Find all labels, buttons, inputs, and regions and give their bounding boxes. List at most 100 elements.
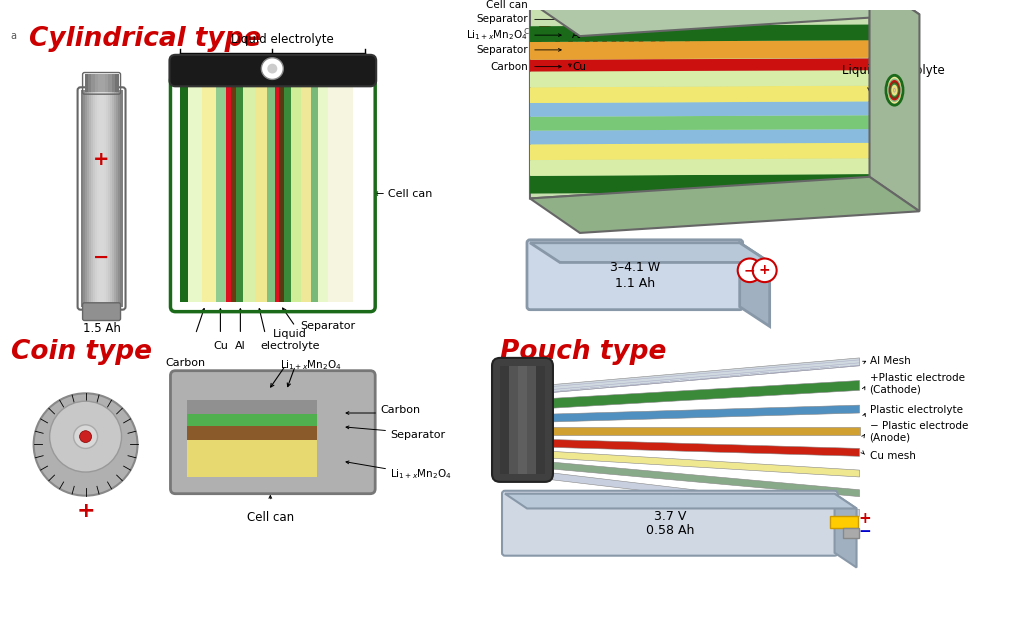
Ellipse shape xyxy=(888,78,901,102)
Circle shape xyxy=(267,64,278,73)
Text: Al Mesh: Al Mesh xyxy=(869,356,910,366)
FancyBboxPatch shape xyxy=(527,240,742,309)
Bar xyxy=(311,85,318,302)
Text: Li$_{1+x}$Mn$_2$O$_4$: Li$_{1+x}$Mn$_2$O$_4$ xyxy=(281,358,342,372)
Text: +: + xyxy=(76,501,95,521)
Circle shape xyxy=(737,259,762,282)
Text: Carbon: Carbon xyxy=(166,358,206,368)
Bar xyxy=(97,91,100,307)
Ellipse shape xyxy=(894,89,895,92)
Text: Carbon: Carbon xyxy=(380,405,420,415)
Text: Separator: Separator xyxy=(390,429,445,440)
Ellipse shape xyxy=(887,77,902,103)
Bar xyxy=(187,414,317,426)
Ellipse shape xyxy=(890,82,899,99)
Polygon shape xyxy=(520,449,859,477)
Bar xyxy=(226,85,231,302)
Text: − Plastic electrode
(Anode): − Plastic electrode (Anode) xyxy=(869,421,968,442)
Bar xyxy=(237,85,244,302)
Text: −: − xyxy=(858,524,870,539)
Text: ← Cell can: ← Cell can xyxy=(375,189,432,198)
Ellipse shape xyxy=(893,88,896,92)
Bar xyxy=(105,91,109,307)
Text: Li$_{1+x}$Mn$_2$O$_4$: Li$_{1+x}$Mn$_2$O$_4$ xyxy=(466,28,528,42)
Bar xyxy=(527,366,536,474)
Text: Cell can: Cell can xyxy=(486,0,528,10)
Polygon shape xyxy=(530,116,869,130)
Ellipse shape xyxy=(889,80,900,100)
Text: 3–4.1 W: 3–4.1 W xyxy=(609,261,659,274)
Bar xyxy=(91,91,93,307)
Ellipse shape xyxy=(891,85,898,96)
Text: Separator: Separator xyxy=(300,322,355,331)
Text: a: a xyxy=(10,31,16,41)
Text: c: c xyxy=(524,26,529,37)
Text: Liquid electrolyte: Liquid electrolyte xyxy=(231,33,334,46)
Circle shape xyxy=(80,431,91,442)
Text: Pouch type: Pouch type xyxy=(500,339,667,365)
Bar xyxy=(216,85,226,302)
Bar xyxy=(81,91,83,307)
Text: Coin type: Coin type xyxy=(10,339,152,365)
Polygon shape xyxy=(520,438,859,456)
Text: Prismatic type: Prismatic type xyxy=(535,26,750,52)
Text: +: + xyxy=(759,263,770,277)
Polygon shape xyxy=(530,70,869,87)
Bar xyxy=(95,91,98,307)
Bar xyxy=(103,91,106,307)
Bar xyxy=(109,74,113,92)
Bar xyxy=(536,366,545,474)
Polygon shape xyxy=(530,101,869,117)
Text: Cu: Cu xyxy=(213,341,227,351)
Bar xyxy=(112,91,115,307)
Bar xyxy=(843,528,858,538)
Polygon shape xyxy=(869,0,920,211)
Text: Cu mesh: Cu mesh xyxy=(869,451,915,462)
Text: −: − xyxy=(93,248,110,267)
Text: +Plastic electrode
(Cathode): +Plastic electrode (Cathode) xyxy=(869,373,965,394)
Text: Separator: Separator xyxy=(476,14,528,24)
Bar xyxy=(329,85,353,302)
Polygon shape xyxy=(520,381,859,410)
Text: +: + xyxy=(858,511,870,526)
Circle shape xyxy=(753,259,776,282)
Bar xyxy=(85,91,87,307)
Polygon shape xyxy=(520,459,859,497)
Bar xyxy=(509,366,518,474)
Polygon shape xyxy=(530,129,869,144)
Circle shape xyxy=(261,58,284,80)
Bar xyxy=(88,74,92,92)
Text: Liquid electrolyte: Liquid electrolyte xyxy=(842,64,944,77)
Bar xyxy=(280,85,285,302)
FancyBboxPatch shape xyxy=(169,55,376,86)
Polygon shape xyxy=(530,85,869,103)
Polygon shape xyxy=(505,494,856,508)
Ellipse shape xyxy=(892,86,897,94)
Bar xyxy=(91,74,95,92)
Polygon shape xyxy=(520,405,859,423)
Bar xyxy=(187,400,317,414)
Polygon shape xyxy=(530,177,920,233)
Bar xyxy=(108,91,111,307)
Polygon shape xyxy=(530,58,869,71)
Bar xyxy=(83,91,85,307)
FancyBboxPatch shape xyxy=(492,358,553,482)
Bar xyxy=(89,91,91,307)
Bar xyxy=(114,91,117,307)
Bar xyxy=(101,74,105,92)
Bar xyxy=(829,516,857,528)
Text: Cell can: Cell can xyxy=(247,512,294,525)
Polygon shape xyxy=(530,0,869,198)
Bar xyxy=(101,91,104,307)
Bar xyxy=(318,85,329,302)
Bar xyxy=(275,85,280,302)
FancyBboxPatch shape xyxy=(170,370,375,494)
Bar xyxy=(93,91,96,307)
Bar xyxy=(110,91,113,307)
Bar xyxy=(244,85,255,302)
Text: Liquid
electrolyte: Liquid electrolyte xyxy=(260,329,321,351)
Bar xyxy=(85,74,88,92)
Text: Cu: Cu xyxy=(572,62,586,72)
Circle shape xyxy=(74,425,97,448)
Text: Al: Al xyxy=(234,341,246,351)
